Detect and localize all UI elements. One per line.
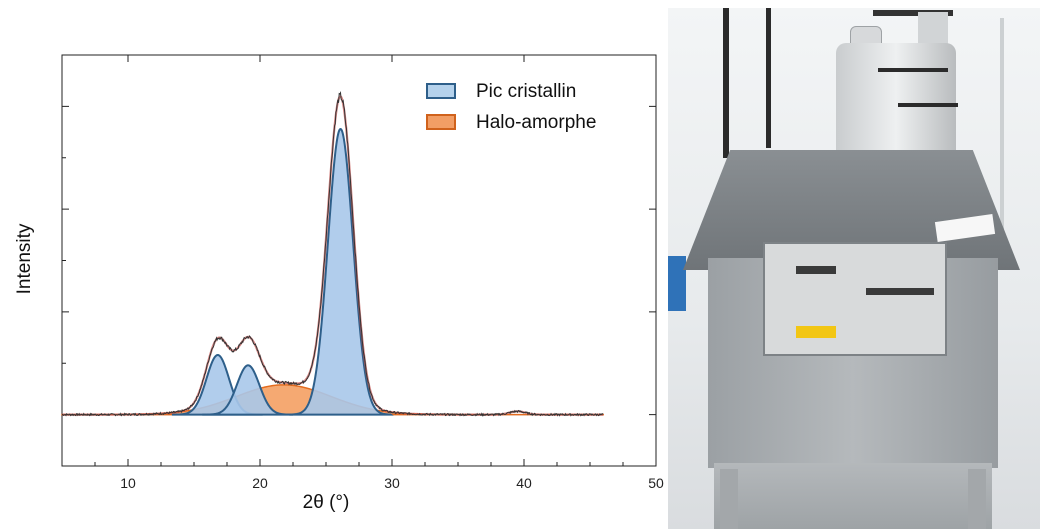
x-axis-title: 2θ (°) — [303, 492, 350, 513]
legend-swatch — [426, 83, 456, 99]
x-tick-label: 10 — [120, 475, 136, 491]
crystalline-peak-2 — [202, 364, 294, 416]
instrument-photo — [668, 8, 1040, 529]
x-tick-label: 50 — [648, 475, 664, 491]
x-tick-label: 20 — [252, 475, 268, 491]
chart-marks — [61, 91, 604, 417]
legend-label: Pic cristallin — [476, 81, 576, 102]
x-tick-label: 40 — [516, 475, 532, 491]
x-tick-label: 30 — [384, 475, 400, 491]
y-axis-title: Intensity — [14, 223, 35, 294]
legend-label: Halo-amorphe — [476, 112, 596, 133]
xrd-chart: 10 20 30 40 50 Pic cristallin Halo-amorphe 2θ… — [14, 54, 664, 513]
crystalline-peak-3 — [289, 127, 394, 416]
chart-legend: Pic cristallin Halo-amorphe — [426, 81, 596, 133]
measured-curve — [61, 91, 604, 417]
legend-swatch — [426, 114, 456, 130]
